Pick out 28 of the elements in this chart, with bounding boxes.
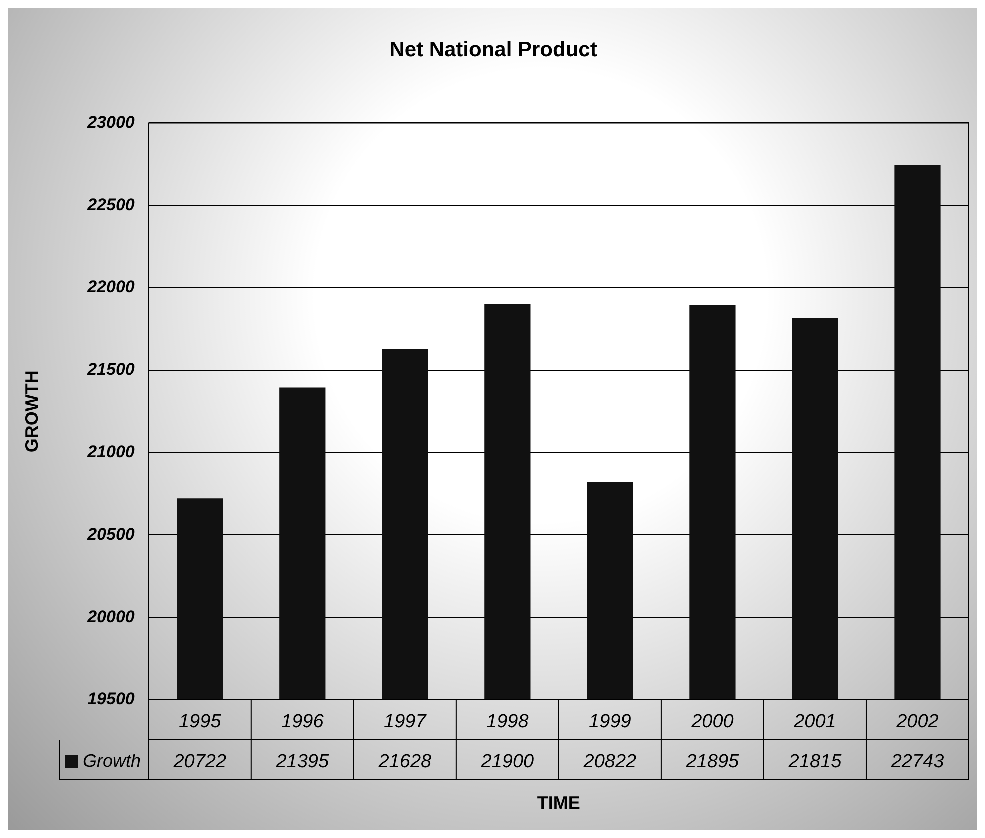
y-tick-label: 23000 [86, 112, 136, 132]
data-label: 21395 [275, 751, 330, 772]
x-tick-label: 2000 [690, 711, 734, 732]
chart-title: Net National Product [390, 38, 598, 62]
y-tick-label: 21500 [86, 360, 136, 380]
x-tick-label: 2001 [793, 711, 836, 732]
y-tick-label: 22500 [86, 195, 136, 214]
x-tick-label: 1996 [282, 711, 324, 732]
y-tick-label: 20500 [86, 524, 136, 544]
x-tick-label: 1995 [178, 711, 222, 732]
data-label: 21900 [480, 751, 535, 772]
data-label: 21895 [685, 751, 740, 772]
data-label: 22743 [890, 751, 945, 772]
x-axis-title: TIME [537, 792, 580, 813]
x-tick-label: 1998 [486, 711, 530, 732]
y-axis-title: GROWTH [22, 370, 42, 453]
y-tick-label: 21000 [86, 442, 136, 462]
x-tick-label: 1997 [384, 711, 428, 732]
data-label: 21628 [378, 751, 432, 772]
y-tick-label: 22000 [86, 278, 136, 297]
legend-label: Growth [83, 751, 142, 771]
data-label: 21815 [788, 751, 842, 772]
x-tick-label: 1999 [589, 711, 632, 732]
y-tick-label: 20000 [86, 607, 136, 626]
data-label: 20822 [582, 751, 638, 772]
data-label: 20722 [172, 751, 227, 772]
x-tick-label: 2002 [896, 711, 940, 732]
y-tick-label: 19500 [88, 690, 136, 709]
